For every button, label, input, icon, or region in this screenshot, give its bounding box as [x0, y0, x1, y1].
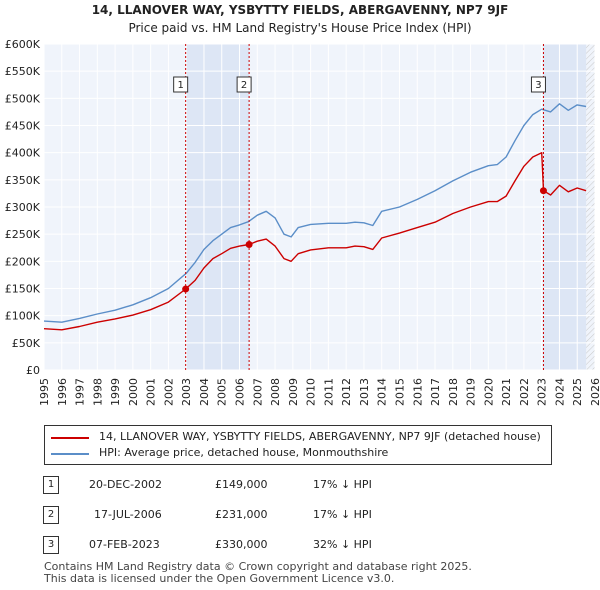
legend-label-price: 14, LLANOVER WAY, YSBYTTY FIELDS, ABERGA… [99, 430, 541, 443]
sale-hpi-diff: 32% ↓ HPI [313, 538, 372, 551]
x-tick-label: 2013 [358, 378, 371, 406]
sale-point [182, 285, 190, 293]
x-tick-label: 1995 [38, 378, 51, 406]
sales-table-row: 2 17-JUL-2006 £231,000 17% ↓ HPI [0, 506, 600, 526]
y-tick-label: £450K [5, 120, 41, 133]
y-tick-label: £250K [5, 228, 41, 241]
x-tick-label: 2014 [376, 378, 389, 406]
x-tick-label: 2001 [145, 378, 158, 406]
sale-price: £231,000 [215, 508, 268, 521]
sale-marker-badge: 1 [43, 476, 59, 494]
x-tick-label: 2020 [482, 378, 495, 406]
sale-point [245, 240, 253, 248]
sale-marker-badge: 2 [43, 506, 59, 524]
y-tick-label: £100K [5, 310, 41, 323]
x-tick-label: 2004 [198, 378, 211, 406]
x-tick-label: 2003 [180, 378, 193, 406]
sale-price: £330,000 [215, 538, 268, 551]
sale-hpi-diff: 17% ↓ HPI [313, 478, 372, 491]
footer-licence: This data is licensed under the Open Gov… [44, 572, 395, 585]
sales-table-row: 3 07-FEB-2023 £330,000 32% ↓ HPI [0, 536, 600, 556]
x-tick-label: 2021 [500, 378, 513, 406]
legend-swatch-hpi [51, 453, 89, 455]
sale-date: 20-DEC-2002 [89, 478, 163, 491]
sales-table-row: 1 20-DEC-2002 £149,000 17% ↓ HPI [0, 476, 600, 496]
chart-legend: 14, LLANOVER WAY, YSBYTTY FIELDS, ABERGA… [44, 425, 552, 465]
x-tick-label: 2012 [340, 378, 353, 406]
sale-label: 3 [535, 80, 541, 91]
x-tick-label: 2017 [429, 378, 442, 406]
y-tick-label: £200K [5, 255, 41, 268]
y-tick-label: £0 [26, 364, 40, 377]
chart-subtitle: Price paid vs. HM Land Registry's House … [128, 21, 472, 35]
x-tick-label: 2007 [251, 378, 264, 406]
y-tick-label: £500K [5, 92, 41, 105]
x-tick-label: 2016 [411, 378, 424, 406]
y-tick-label: £550K [5, 65, 41, 78]
price-chart: 1 2 3 £0 £50K £100K £150K £200K £250K £300K £350K £… [5, 38, 600, 406]
x-tick-label: 2026 [589, 378, 600, 406]
sale-price: £149,000 [215, 478, 268, 491]
x-tick-label: 1998 [91, 378, 104, 406]
x-tick-label: 2000 [127, 378, 140, 406]
x-tick-label: 2008 [269, 378, 282, 406]
x-tick-label: 2009 [287, 378, 300, 406]
sale-date: 17-JUL-2006 [94, 508, 162, 521]
y-tick-label: £50K [12, 337, 41, 350]
y-tick-label: £300K [5, 201, 41, 214]
x-tick-label: 2011 [322, 378, 335, 406]
y-tick-label: £600K [5, 38, 41, 51]
x-tick-label: 2023 [536, 378, 549, 406]
x-tick-label: 2002 [162, 378, 175, 406]
sale-hpi-diff: 17% ↓ HPI [313, 508, 372, 521]
y-tick-label: £400K [5, 147, 41, 160]
hpi-series-line [43, 103, 587, 323]
legend-label-hpi: HPI: Average price, detached house, Monm… [99, 446, 389, 459]
x-tick-label: 2015 [393, 378, 406, 406]
y-tick-label: £350K [5, 174, 41, 187]
sale-point [539, 187, 547, 195]
x-tick-label: 2024 [553, 378, 566, 406]
y-tick-label: £150K [5, 283, 41, 296]
sale-date: 07-FEB-2023 [89, 538, 160, 551]
sale-marker-badge: 3 [43, 536, 59, 554]
footer-copyright: Contains HM Land Registry data © Crown c… [44, 560, 472, 573]
sale-label-box [236, 76, 252, 93]
x-tick-label: 2006 [234, 378, 247, 406]
sale-label: 1 [177, 80, 183, 91]
x-tick-label: 2005 [216, 378, 229, 406]
price-paid-series-line [43, 151, 587, 331]
sale-label-box [530, 76, 546, 93]
chart-title: 14, LLANOVER WAY, YSBYTTY FIELDS, ABERGA… [91, 3, 509, 17]
sale-label: 2 [241, 80, 247, 91]
x-tick-label: 2018 [447, 378, 460, 406]
x-tick-label: 2010 [305, 378, 318, 406]
sale-label-box [173, 76, 189, 93]
x-tick-label: 2025 [571, 378, 584, 406]
x-tick-label: 1996 [56, 378, 69, 406]
x-tick-label: 2019 [465, 378, 478, 406]
x-tick-label: 1997 [74, 378, 87, 406]
x-tick-label: 1999 [109, 378, 122, 406]
legend-swatch-price [51, 437, 89, 439]
x-tick-label: 2022 [518, 378, 531, 406]
